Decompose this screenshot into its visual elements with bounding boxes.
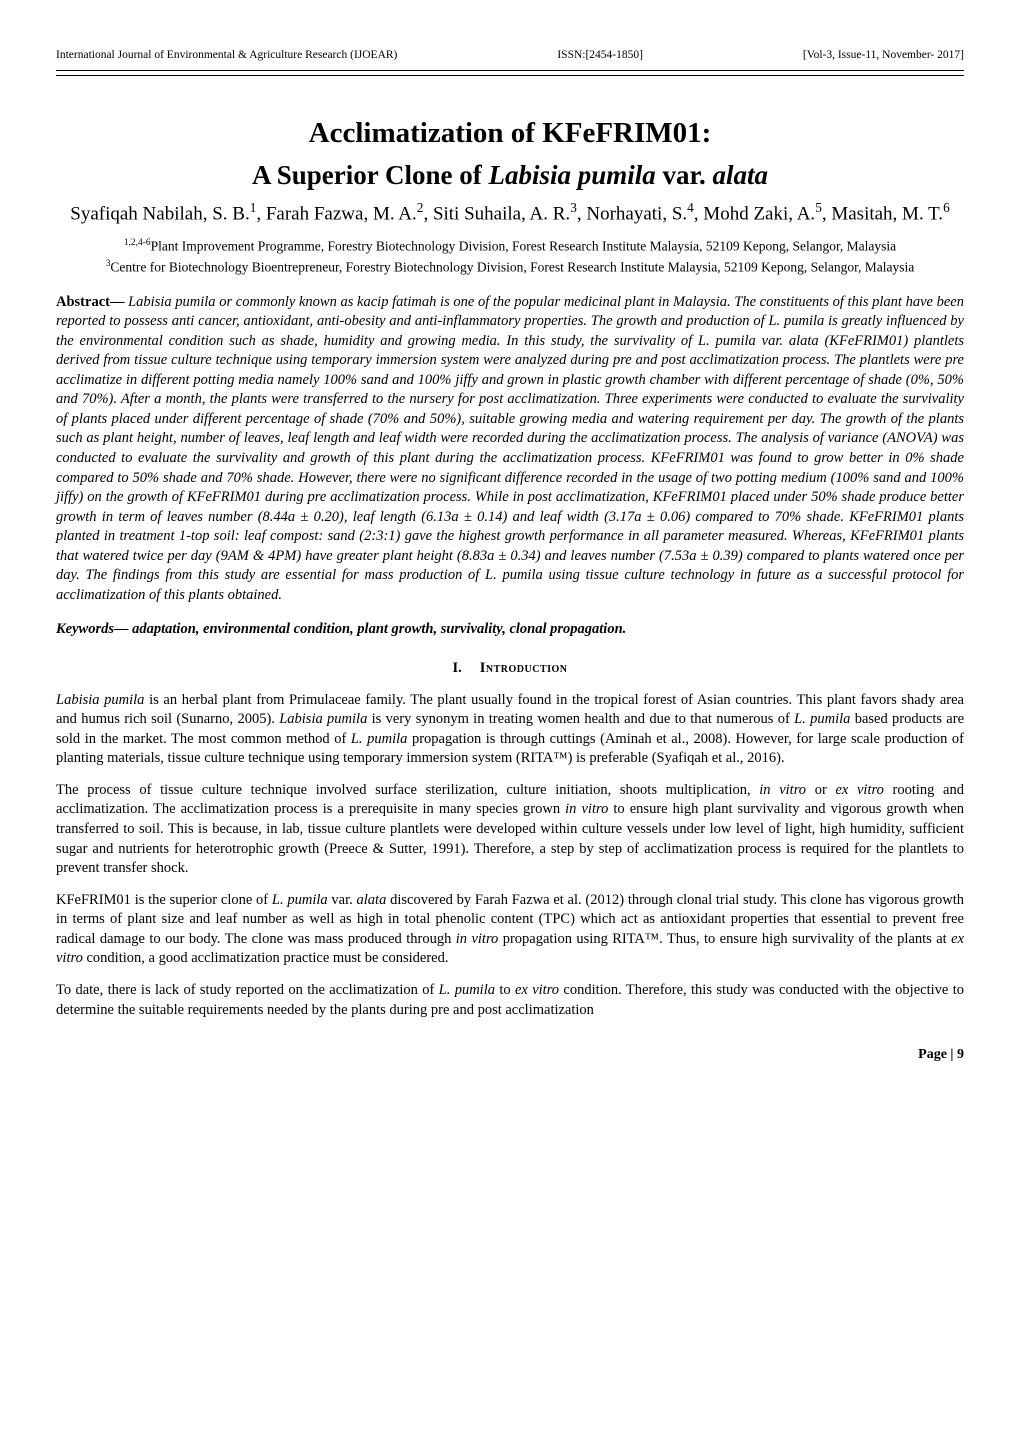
- paper-title-line2: A Superior Clone of Labisia pumila var. …: [56, 157, 964, 193]
- abstract: Abstract— Labisia pumila or commonly kno…: [56, 293, 964, 606]
- title-mid: var.: [656, 160, 713, 190]
- header-rule: [56, 75, 964, 76]
- page-footer: Page | 9: [56, 1046, 964, 1065]
- body-paragraph-1: Labisia pumila is an herbal plant from P…: [56, 691, 964, 769]
- abstract-text: Labisia pumila or commonly known as kaci…: [56, 294, 964, 603]
- abstract-label: Abstract—: [56, 294, 124, 310]
- page-label: Page |: [918, 1047, 957, 1062]
- running-header: International Journal of Environmental &…: [56, 48, 964, 71]
- issn: ISSN:[2454-1850]: [557, 48, 643, 64]
- section-title: Introduction: [480, 660, 568, 676]
- paper-title-line1: Acclimatization of KFeFRIM01:: [56, 114, 964, 153]
- journal-name: International Journal of Environmental &…: [56, 48, 397, 64]
- keywords: Keywords— adaptation, environmental cond…: [56, 620, 964, 640]
- body-paragraph-4: To date, there is lack of study reported…: [56, 981, 964, 1020]
- page-number: 9: [957, 1047, 964, 1062]
- body-paragraph-3: KFeFRIM01 is the superior clone of L. pu…: [56, 891, 964, 969]
- keywords-label: Keywords—: [56, 621, 129, 637]
- keywords-text: adaptation, environmental condition, pla…: [129, 621, 627, 637]
- authors: Syafiqah Nabilah, S. B.1, Farah Fazwa, M…: [56, 199, 964, 227]
- title-species: Labisia pumila: [488, 160, 655, 190]
- title-variety: alata: [713, 160, 769, 190]
- section-heading-introduction: I. Introduction: [56, 659, 964, 679]
- affiliation-1: 1,2,4-6Plant Improvement Programme, Fore…: [56, 237, 964, 256]
- section-number: I.: [452, 660, 461, 676]
- issue-info: [Vol-3, Issue-11, November- 2017]: [803, 48, 964, 64]
- title-pre: A Superior Clone of: [252, 160, 489, 190]
- body-paragraph-2: The process of tissue culture technique …: [56, 781, 964, 879]
- affiliation-2: 3Centre for Biotechnology Bioentrepreneu…: [56, 258, 964, 277]
